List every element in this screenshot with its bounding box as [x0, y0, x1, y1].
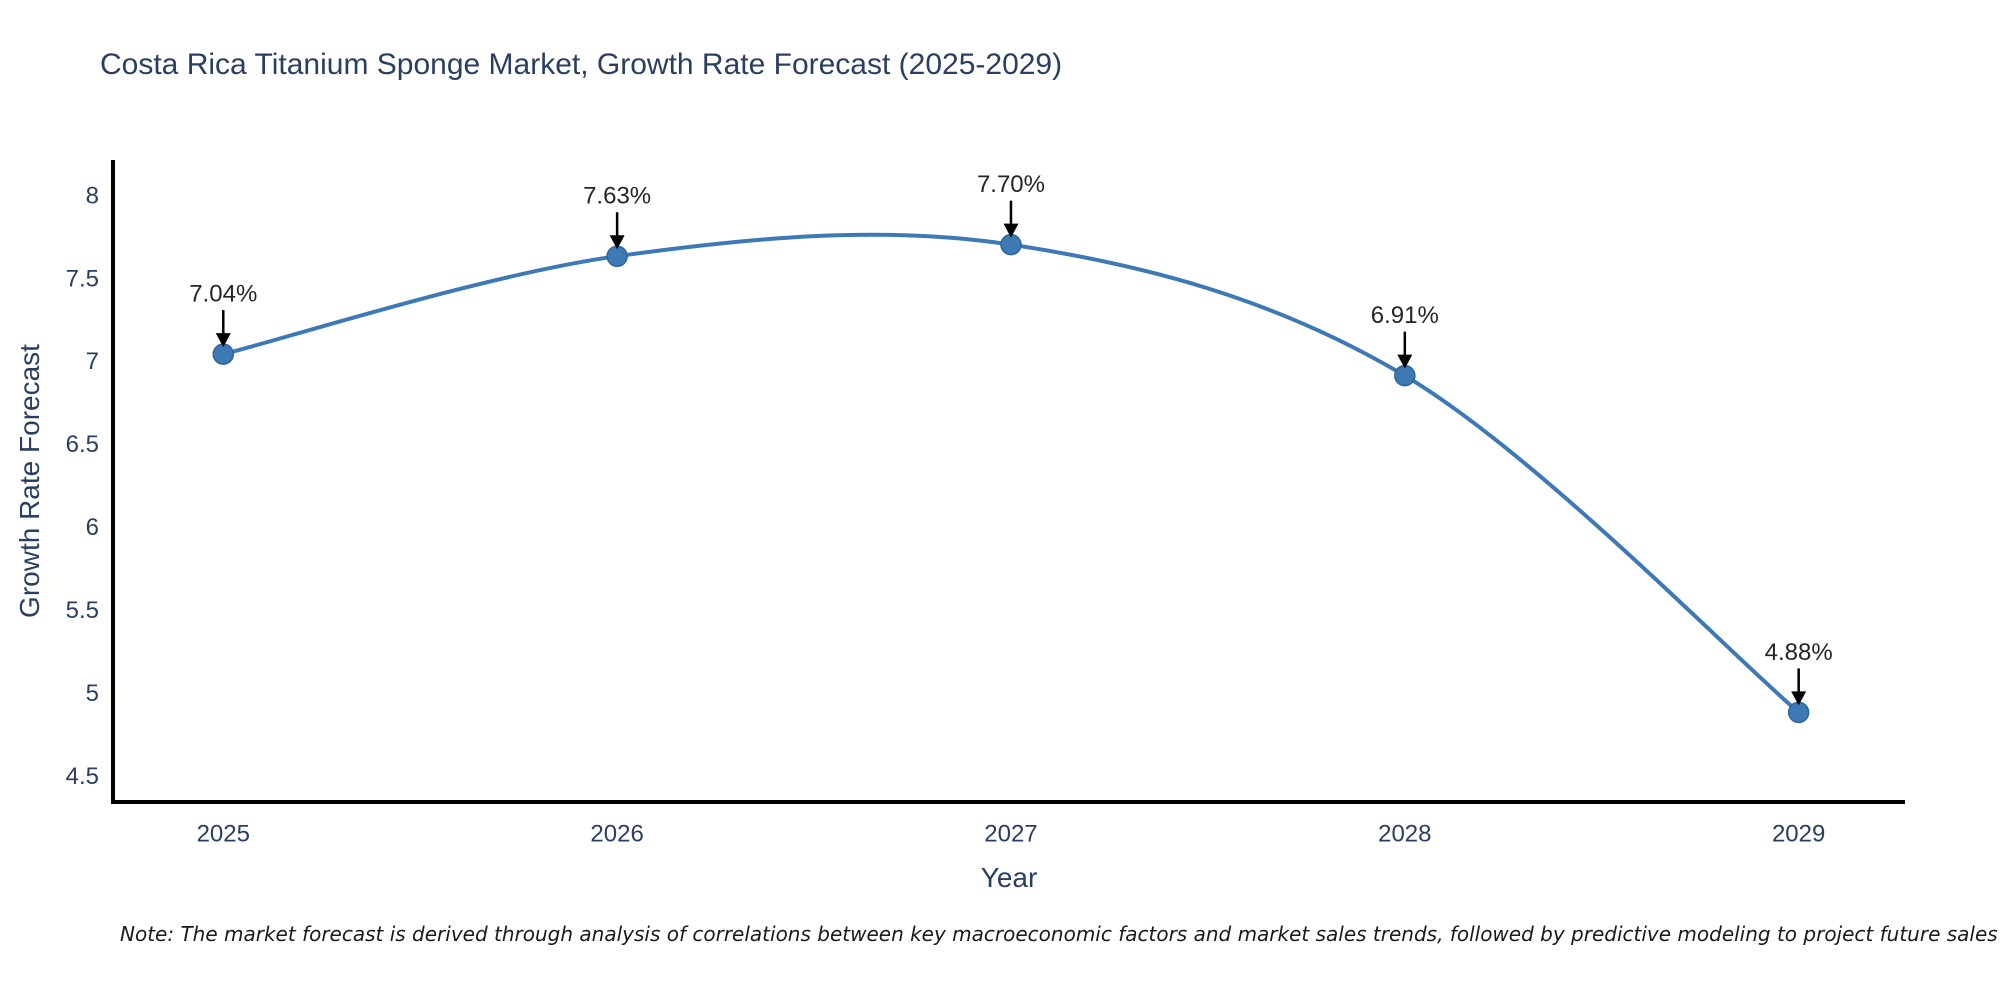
x-tick-label: 2029	[1772, 821, 1825, 848]
annotation-arrow-head	[609, 235, 625, 250]
y-tick-label: 7	[86, 348, 99, 375]
y-tick-label: 5	[86, 680, 99, 707]
x-tick-label: 2028	[1378, 821, 1431, 848]
y-tick-label: 6	[86, 514, 99, 541]
y-tick-label: 7.5	[66, 265, 99, 292]
y-tick-label: 5.5	[66, 597, 99, 624]
annotation-arrow-head	[1003, 223, 1019, 238]
forecast-spline-line	[221, 232, 1801, 715]
y-tick-label: 4.5	[66, 763, 99, 790]
annotation-arrow-head	[1397, 354, 1413, 369]
x-axis-title: Year	[980, 862, 1038, 893]
y-tick-label: 8	[86, 182, 99, 209]
annotation-label: 7.04%	[189, 281, 257, 308]
x-tick-label: 2025	[197, 821, 250, 848]
annotation-label: 7.63%	[583, 183, 651, 210]
annotation-arrow-head	[215, 333, 231, 348]
annotation-label: 7.70%	[977, 171, 1045, 198]
x-tick-label: 2027	[984, 821, 1037, 848]
chart-title: Costa Rica Titanium Sponge Market, Growt…	[100, 48, 1063, 81]
x-tick-label: 2026	[590, 821, 643, 848]
footnote: Note: The market forecast is derived thr…	[120, 922, 1998, 946]
annotation-label: 4.88%	[1765, 639, 1833, 666]
annotation-label: 6.91%	[1371, 302, 1439, 329]
annotation-arrow-head	[1791, 691, 1807, 706]
y-tick-label: 6.5	[66, 431, 99, 458]
